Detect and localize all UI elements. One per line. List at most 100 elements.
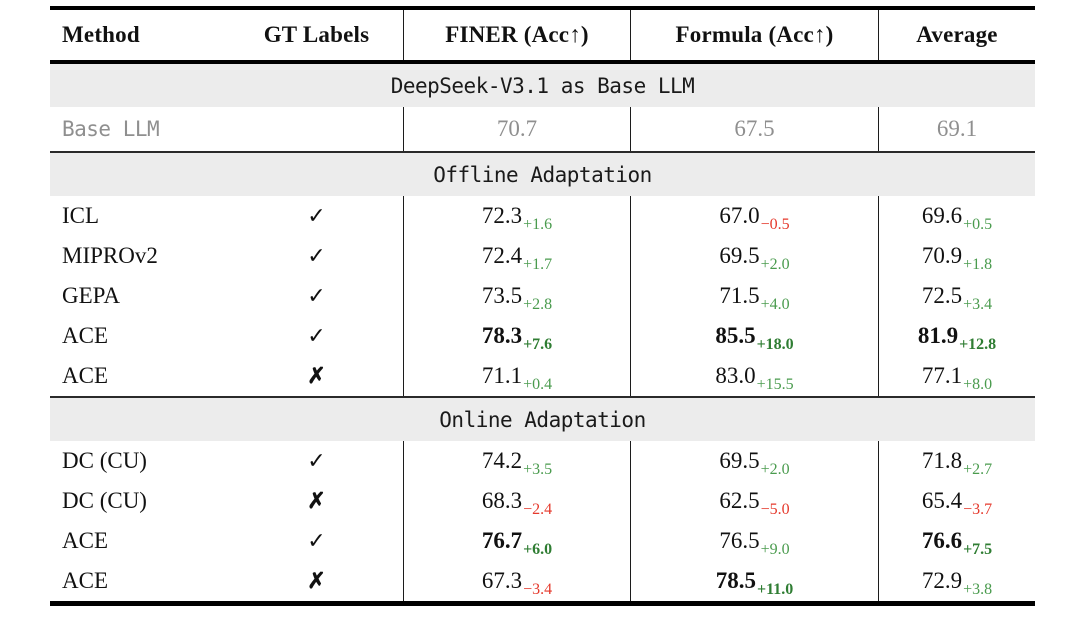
score-value: 76.6+7.5 [921,528,993,558]
score-value: 71.5+4.0 [719,283,790,313]
score-delta: +6.0 [523,541,553,558]
score-cell: 78.3+7.6 [403,316,630,356]
score-delta: +15.5 [756,376,794,393]
score-delta: +3.5 [523,461,553,478]
score-delta: −0.5 [760,216,790,233]
check-icon: ✓ [307,528,326,553]
method-cell: MIPROv2 [50,236,230,276]
score-value: 72.5+3.4 [921,283,993,313]
gt-labels-cell [230,107,403,151]
header-finer: FINER (Acc↑) [403,10,630,60]
score-value: 71.1+0.4 [481,363,553,393]
score-cell: 71.5+4.0 [630,276,878,316]
header-method-label: Method [62,22,140,47]
method-name: DC (CU) [62,488,147,513]
score-delta: −3.4 [523,581,553,598]
section-band-title: Offline Adaptation [433,162,652,187]
method-cell: ICL [50,196,230,236]
header-formula-label: Formula (Acc↑) [675,22,834,47]
score-cell: 76.6+7.5 [878,521,1035,561]
header-gt-labels-label: GT Labels [263,22,370,47]
header-rule [50,60,1035,64]
score-cell: 65.4−3.7 [878,481,1035,521]
section-divider-rule [50,396,1035,398]
score-delta: +7.5 [963,541,993,558]
score-delta: +3.8 [963,581,993,598]
score-value: 78.5+11.0 [715,568,794,598]
bottom-rule [50,601,1035,606]
score-value: 70.7 [496,116,538,141]
score-value: 69.5+2.0 [719,448,790,478]
score-value: 78.3+7.6 [481,323,553,353]
score-value: 73.5+2.8 [481,283,553,313]
method-name: DC (CU) [62,448,147,473]
score-delta: +2.8 [523,296,553,313]
method-name: MIPROv2 [62,243,158,268]
header-method: Method [50,10,230,60]
score-cell: 72.4+1.7 [403,236,630,276]
score-delta: +1.8 [963,256,993,273]
method-name: GEPA [62,283,120,308]
table-row: DC (CU) ✓ 74.2+3.5 69.5+2.0 71.8+2.7 [50,441,1035,481]
score-value: 69.5+2.0 [719,243,790,273]
score-cell: 78.5+11.0 [630,561,878,601]
score-cell: 83.0+15.5 [630,356,878,396]
header-finer-label: FINER (Acc↑) [445,22,589,47]
score-value: 72.4+1.7 [481,243,553,273]
score-cell: 74.2+3.5 [403,441,630,481]
method-cell: GEPA [50,276,230,316]
method-cell: ACE [50,521,230,561]
score-delta: +7.6 [523,336,553,353]
score-value: 74.2+3.5 [481,448,553,478]
score-cell: 69.6+0.5 [878,196,1035,236]
score-value: 69.6+0.5 [921,203,993,233]
gt-labels-cell: ✓ [230,521,403,561]
section-band: Offline Adaptation [50,153,1035,196]
score-cell: 72.5+3.4 [878,276,1035,316]
score-delta: +2.0 [760,256,790,273]
table-row: DC (CU) ✗ 68.3−2.4 62.5−5.0 65.4−3.7 [50,481,1035,521]
score-cell: 70.7 [403,107,630,151]
score-value: 77.1+8.0 [921,363,993,393]
score-delta: +3.4 [963,296,993,313]
check-icon: ✓ [307,243,326,268]
method-cell: DC (CU) [50,441,230,481]
section-band-title: Online Adaptation [439,407,646,432]
score-value: 67.5 [734,116,775,141]
method-name: Base LLM [62,117,160,141]
score-cell: 67.5 [630,107,878,151]
method-cell: ACE [50,356,230,396]
score-delta: +11.0 [757,581,794,598]
score-value: 67.3−3.4 [481,568,553,598]
gt-labels-cell: ✓ [230,316,403,356]
score-cell: 73.5+2.8 [403,276,630,316]
score-value: 81.9+12.8 [917,323,997,353]
header-average-label: Average [916,22,998,47]
score-value: 76.7+6.0 [481,528,553,558]
score-value: 65.4−3.7 [921,488,993,518]
gt-labels-cell: ✗ [230,356,403,396]
score-delta: +1.7 [523,256,553,273]
score-cell: 67.3−3.4 [403,561,630,601]
score-delta: +2.7 [963,461,993,478]
header-formula: Formula (Acc↑) [630,10,878,60]
section-band: DeepSeek-V3.1 as Base LLM [50,64,1035,107]
score-delta: −3.7 [963,501,993,518]
method-cell: Base LLM [50,107,230,151]
score-value: 85.5+18.0 [715,323,794,353]
section-band: Online Adaptation [50,398,1035,441]
method-name: ACE [62,568,108,593]
table-row: ACE ✓ 76.7+6.0 76.5+9.0 76.6+7.5 [50,521,1035,561]
score-cell: 77.1+8.0 [878,356,1035,396]
gt-labels-cell: ✓ [230,196,403,236]
score-value: 68.3−2.4 [481,488,553,518]
header-row: Method GT Labels FINER (Acc↑) Formula (A… [50,10,1035,60]
score-cell: 76.7+6.0 [403,521,630,561]
table-row: Base LLM 70.7 67.5 69.1 [50,107,1035,151]
method-cell: ACE [50,316,230,356]
check-icon: ✓ [307,323,326,348]
score-delta: +9.0 [760,541,790,558]
table-row: ACE ✓ 78.3+7.6 85.5+18.0 81.9+12.8 [50,316,1035,356]
gt-labels-cell: ✗ [230,481,403,521]
method-name: ICL [62,203,100,228]
